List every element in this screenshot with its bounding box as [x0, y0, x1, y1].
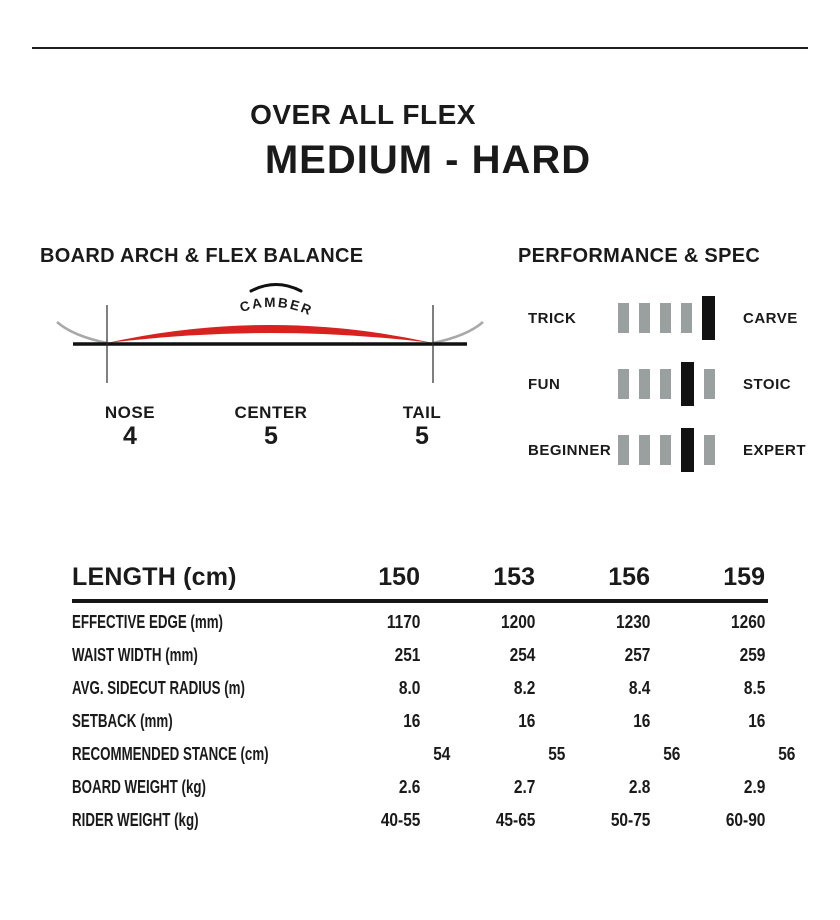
- spec-row-value: 56: [777, 744, 796, 764]
- performance-row-trick-carve: TRICK CARVE: [518, 295, 808, 341]
- spec-row-value: 50-75: [610, 810, 651, 830]
- rating-bar: [618, 435, 629, 465]
- spec-row-value: 254: [509, 645, 536, 665]
- spec-row-value: 8.5: [743, 678, 766, 698]
- arch-point-value: 5: [264, 422, 278, 450]
- spec-table-row: RECOMMENDED STANCE (cm) 54 55 56 56: [72, 738, 795, 771]
- spec-table-row: WAIST WIDTH (mm) 251 254 257 259: [72, 639, 768, 672]
- performance-row-beginner-expert: BEGINNER EXPERT: [518, 427, 808, 473]
- spec-row-value: 1200: [500, 612, 536, 632]
- camber-profile-diagram: CAMBER: [56, 283, 484, 383]
- spec-table-header-value: 159: [723, 563, 765, 591]
- spec-table-row: BOARD WEIGHT (kg) 2.6 2.7 2.8 2.9: [72, 771, 768, 804]
- spec-row-value: 1230: [615, 612, 651, 632]
- spec-row-value: 56: [662, 744, 681, 764]
- spec-table-row: RIDER WEIGHT (kg) 40-55 45-65 50-75 60-90: [72, 804, 768, 837]
- rating-bar-active: [702, 296, 715, 340]
- rating-bar: [681, 303, 692, 333]
- spec-table-row: AVG. SIDECUT RADIUS (m) 8.0 8.2 8.4 8.5: [72, 672, 768, 705]
- spec-row-label: WAIST WIDTH (mm): [72, 645, 198, 665]
- rating-bar: [704, 435, 715, 465]
- spec-row-value: 8.4: [628, 678, 651, 698]
- spec-table-body: EFFECTIVE EDGE (mm) 1170 1200 1230 1260 WAIST…: [72, 606, 795, 837]
- rating-bars: [618, 427, 715, 473]
- spec-row-label: BOARD WEIGHT (kg): [72, 777, 206, 797]
- spec-row-value: 1260: [730, 612, 766, 632]
- spec-row-label: EFFECTIVE EDGE (mm): [72, 612, 223, 632]
- nose-tip-curve: [56, 321, 108, 345]
- performance-left-label: TRICK: [528, 309, 577, 327]
- overall-flex-heading: OVER ALL FLEX: [250, 99, 476, 130]
- arch-point-label: CENTER: [234, 403, 308, 422]
- performance-left-label: BEGINNER: [528, 441, 612, 459]
- spec-row-value: 259: [739, 645, 766, 665]
- arch-point-nose: NOSE 4: [105, 403, 155, 450]
- spec-row-value: 1170: [386, 612, 421, 632]
- spec-table-header-row: LENGTH (cm) 150 153 156 159: [72, 556, 768, 603]
- spec-row-value: 8.0: [398, 678, 421, 698]
- camber-arc-icon: [249, 283, 303, 293]
- spec-table-header-value: 150: [378, 563, 420, 591]
- arch-point-tail: TAIL 5: [403, 403, 442, 450]
- spec-row-value: 60-90: [725, 810, 766, 830]
- overall-flex-value: MEDIUM - HARD: [264, 138, 592, 182]
- spec-row-value: 16: [403, 711, 421, 731]
- spec-row-label: AVG. SIDECUT RADIUS (m): [72, 678, 245, 698]
- arch-point-value: 4: [123, 422, 137, 450]
- rating-bar-active: [681, 362, 694, 406]
- rating-bar: [660, 369, 671, 399]
- rating-bars: [618, 361, 715, 407]
- rating-bar: [639, 369, 650, 399]
- spec-row-value: 16: [633, 711, 651, 731]
- spec-row-value: 16: [518, 711, 536, 731]
- arch-point-label: NOSE: [104, 403, 156, 422]
- spec-row-value: 8.2: [513, 678, 536, 698]
- spec-row-value: 45-65: [495, 810, 536, 830]
- arch-point-label: TAIL: [402, 403, 442, 422]
- top-divider: [32, 47, 808, 49]
- spec-table-header-value: 153: [493, 563, 535, 591]
- spec-row-value: 2.8: [628, 777, 651, 797]
- camber-label: CAMBER: [238, 295, 315, 319]
- performance-right-label: CARVE: [743, 309, 798, 327]
- spec-table-row: SETBACK (mm) 16 16 16 16: [72, 705, 768, 738]
- spec-row-value: 2.7: [513, 777, 536, 797]
- arch-point-value: 5: [415, 422, 429, 450]
- spec-row-value: 16: [748, 711, 766, 731]
- rating-bars: [618, 295, 715, 341]
- spec-row-value: 2.9: [743, 777, 766, 797]
- spec-table: LENGTH (cm) 150 153 156 159 EFFECTIVE ED…: [72, 556, 795, 837]
- spec-row-value: 251: [394, 645, 421, 665]
- spec-table-row: EFFECTIVE EDGE (mm) 1170 1200 1230 1260: [72, 606, 768, 639]
- performance-right-label: EXPERT: [743, 441, 807, 459]
- camber-curve: [107, 325, 433, 343]
- spec-row-label: RIDER WEIGHT (kg): [72, 810, 199, 830]
- rating-bar: [660, 435, 671, 465]
- spec-row-value: 55: [547, 744, 566, 764]
- spec-row-value: 257: [624, 645, 651, 665]
- rating-bar: [704, 369, 715, 399]
- performance-row-fun-stoic: FUN STOIC: [518, 361, 808, 407]
- spec-table-header-value: 156: [608, 563, 650, 591]
- rating-bar: [618, 369, 629, 399]
- spec-row-value: 54: [432, 744, 451, 764]
- performance-left-label: FUN: [528, 375, 561, 393]
- spec-row-label: SETBACK (mm): [72, 711, 173, 731]
- spec-row-value: 40-55: [380, 810, 421, 830]
- rating-bar: [660, 303, 671, 333]
- rating-bar-active: [681, 428, 694, 472]
- rating-bar: [639, 435, 650, 465]
- performance-right-label: STOIC: [743, 375, 792, 393]
- spec-table-header-label: LENGTH (cm): [72, 563, 237, 591]
- tail-tip-curve: [432, 321, 484, 345]
- rating-bar: [618, 303, 629, 333]
- spec-row-label: RECOMMENDED STANCE (cm): [72, 744, 269, 764]
- arch-section-title: BOARD ARCH & FLEX BALANCE: [40, 245, 364, 267]
- arch-point-center: CENTER 5: [235, 403, 308, 450]
- performance-section-title: PERFORMANCE & SPEC: [518, 245, 761, 267]
- rating-bar: [639, 303, 650, 333]
- spec-row-value: 2.6: [398, 777, 421, 797]
